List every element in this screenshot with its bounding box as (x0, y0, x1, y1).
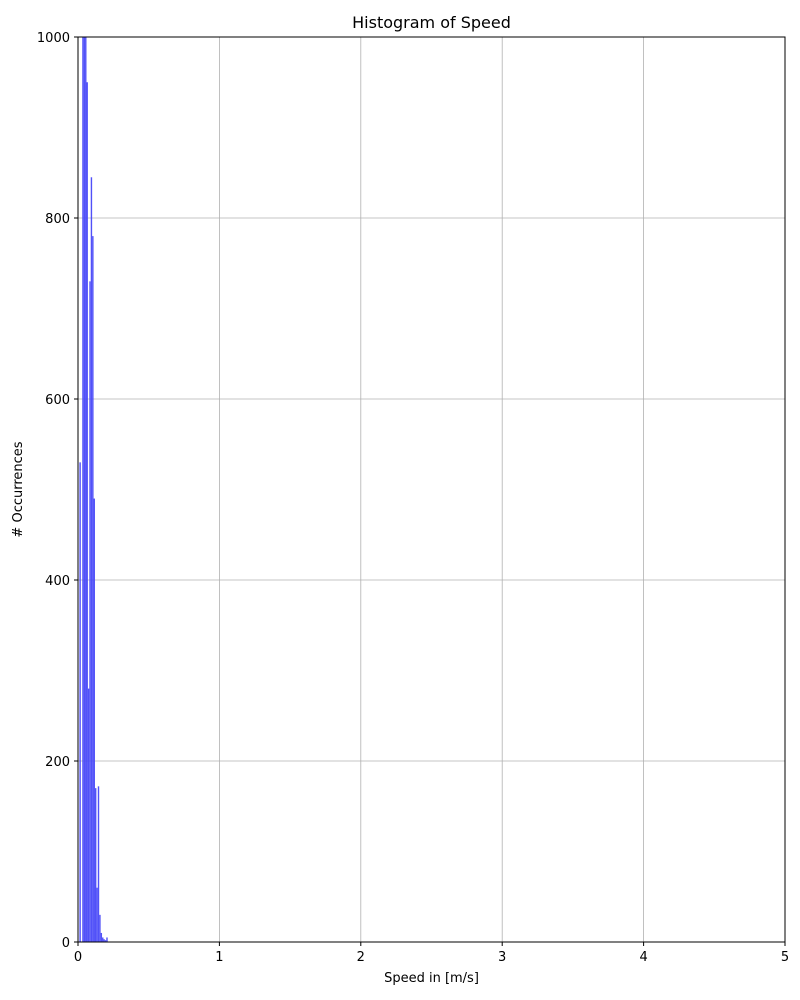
histogram-bar (92, 236, 94, 943)
x-tick-label: 0 (74, 950, 82, 965)
histogram-bar (96, 887, 98, 942)
x-axis-label: Speed in [m/s] (384, 971, 479, 986)
histogram-bar (79, 462, 81, 942)
x-tick-label: 2 (357, 950, 365, 965)
histogram-bar (97, 786, 100, 942)
x-tick-label: 1 (215, 950, 223, 965)
histogram-bars (79, 37, 108, 943)
y-tick-label: 1000 (37, 31, 70, 46)
chart-title: Histogram of Speed (352, 13, 511, 32)
x-tick-label: 5 (781, 950, 789, 965)
histogram-bar (90, 177, 93, 942)
histogram-bar (89, 281, 91, 943)
histogram-bar (94, 788, 97, 942)
histogram-bar (82, 37, 84, 942)
histogram-bar (93, 498, 95, 942)
grid-lines (77, 36, 786, 943)
y-tick-label: 600 (45, 393, 70, 408)
y-tick-label: 0 (62, 936, 70, 951)
x-tick-label: 3 (498, 950, 506, 965)
histogram-bar (85, 37, 87, 942)
plot-frame (77, 36, 786, 943)
y-tick-label: 400 (45, 574, 70, 589)
histogram-bar (103, 939, 105, 942)
y-axis-label: # Occurrences (11, 441, 26, 537)
histogram-bar (99, 914, 101, 942)
histogram-bar (86, 82, 88, 942)
histogram-bar (102, 937, 104, 942)
histogram-bar (83, 37, 86, 942)
y-tick-label: 800 (45, 212, 70, 227)
axis-ticks: 0 1 2 3 4 5 0 200 400 600 800 1000 (37, 31, 789, 965)
histogram-bar (106, 937, 108, 942)
histogram-bar (100, 932, 103, 942)
histogram-bar (87, 688, 90, 942)
histogram-bar (104, 940, 107, 942)
y-tick-label: 200 (45, 755, 70, 770)
x-tick-label: 4 (639, 950, 647, 965)
